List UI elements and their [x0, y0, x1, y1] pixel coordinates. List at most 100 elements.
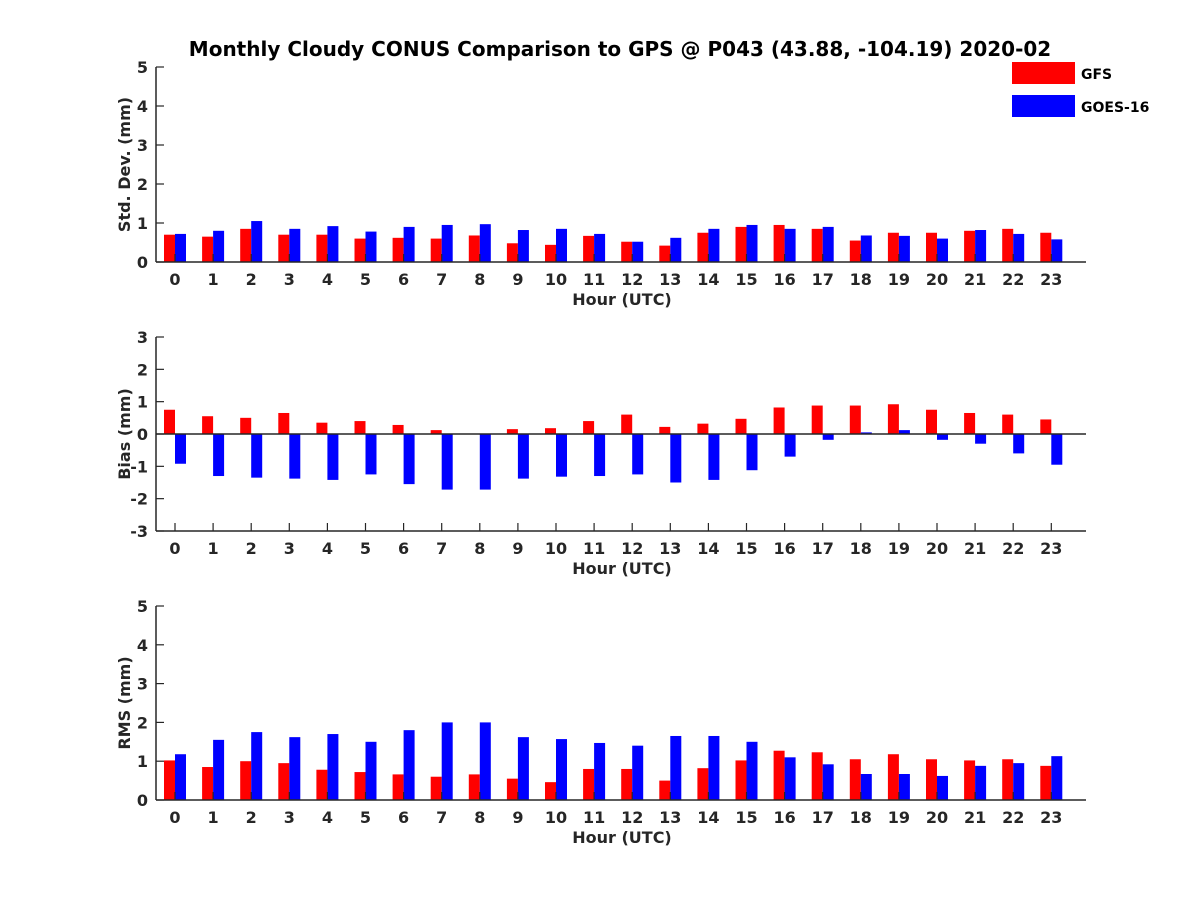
bar-gfs-4 [316, 769, 328, 800]
x-tick-label: 6 [398, 270, 409, 289]
bar-goes-16-22 [1013, 763, 1025, 800]
bar-gfs-7 [430, 238, 442, 262]
bar-goes-16-6 [403, 434, 415, 485]
bar-goes-16-3 [289, 434, 301, 479]
bar-gfs-18 [849, 240, 861, 262]
x-tick-label: 8 [474, 270, 485, 289]
bar-goes-16-9 [517, 434, 529, 479]
bar-gfs-18 [849, 759, 861, 800]
bar-gfs-15 [735, 418, 747, 434]
bar-gfs-7 [430, 430, 442, 434]
y-tick-label: 3 [137, 136, 148, 155]
y-tick-label: 3 [137, 675, 148, 694]
bar-goes-16-9 [517, 737, 529, 800]
x-tick-label: 17 [812, 270, 834, 289]
bar-goes-16-16 [784, 228, 796, 262]
bar-goes-16-10 [556, 739, 567, 800]
x-tick-label: 11 [583, 808, 605, 827]
bar-goes-16-10 [556, 434, 567, 477]
x-tick-label: 18 [850, 808, 872, 827]
bar-gfs-18 [849, 405, 861, 434]
x-tick-label: 20 [926, 808, 948, 827]
x-tick-label: 20 [926, 270, 948, 289]
x-tick-label: 1 [208, 270, 219, 289]
x-tick-label: 14 [697, 808, 719, 827]
x-tick-label: 15 [735, 808, 757, 827]
x-tick-label: 14 [697, 539, 719, 558]
bar-gfs-11 [583, 421, 595, 434]
x-tick-label: 4 [322, 270, 333, 289]
x-tick-label: 4 [322, 539, 333, 558]
bar-goes-16-17 [822, 764, 834, 800]
bar-gfs-0 [164, 760, 175, 800]
bar-goes-16-8 [479, 722, 491, 800]
bar-gfs-3 [278, 763, 290, 800]
y-axis-label: Bias (mm) [115, 388, 134, 480]
bar-gfs-23 [1040, 419, 1052, 434]
bar-gfs-22 [1002, 228, 1014, 262]
y-tick-label: 2 [137, 360, 148, 379]
bar-gfs-9 [506, 243, 518, 262]
bar-goes-16-4 [327, 734, 339, 800]
bar-gfs-9 [506, 429, 518, 434]
bar-gfs-23 [1040, 232, 1052, 262]
x-tick-label: 17 [812, 539, 834, 558]
legend-swatch-gfs [1012, 62, 1075, 84]
bar-goes-16-20 [937, 434, 948, 440]
bar-goes-16-18 [860, 235, 872, 262]
x-tick-label: 0 [169, 808, 180, 827]
bar-goes-16-12 [632, 434, 644, 475]
bar-gfs-1 [202, 767, 214, 800]
x-tick-label: 3 [284, 270, 295, 289]
x-tick-label: 11 [583, 539, 605, 558]
bar-goes-16-6 [403, 226, 415, 262]
bar-gfs-5 [354, 238, 366, 262]
bar-goes-16-23 [1051, 756, 1063, 800]
bar-gfs-23 [1040, 765, 1052, 800]
bar-gfs-17 [811, 752, 823, 800]
bar-goes-16-14 [708, 735, 720, 800]
bar-goes-16-1 [213, 739, 225, 800]
bar-gfs-1 [202, 416, 214, 434]
x-tick-label: 9 [512, 270, 523, 289]
x-tick-label: 16 [773, 270, 795, 289]
bar-goes-16-11 [594, 233, 606, 262]
chart-title: Monthly Cloudy CONUS Comparison to GPS @… [189, 37, 1051, 61]
bar-gfs-10 [545, 782, 556, 800]
bar-goes-16-11 [594, 434, 606, 477]
legend-label-gfs: GFS [1081, 67, 1112, 83]
bar-gfs-3 [278, 234, 290, 262]
bar-goes-16-8 [479, 434, 491, 490]
bar-goes-16-4 [327, 434, 339, 480]
bar-goes-16-21 [975, 434, 987, 444]
x-tick-label: 2 [246, 270, 257, 289]
bar-gfs-5 [354, 772, 366, 800]
y-tick-label: 5 [137, 58, 148, 77]
bar-gfs-10 [545, 244, 556, 262]
bar-goes-16-2 [251, 732, 263, 800]
series-goes-16 [175, 430, 1063, 490]
x-axis-label: Hour (UTC) [572, 290, 672, 309]
bar-gfs-2 [240, 228, 252, 262]
bar-goes-16-6 [403, 730, 415, 800]
bar-gfs-14 [697, 768, 709, 800]
y-tick-label: -3 [130, 522, 148, 541]
x-tick-label: 11 [583, 270, 605, 289]
bar-goes-16-18 [860, 774, 872, 800]
bar-goes-16-13 [670, 735, 682, 800]
x-tick-label: 12 [621, 539, 643, 558]
x-tick-label: 5 [360, 270, 371, 289]
bar-goes-16-12 [632, 745, 644, 800]
x-tick-label: 22 [1002, 808, 1024, 827]
y-tick-label: 0 [137, 425, 148, 444]
series-gfs [164, 750, 1052, 800]
bar-gfs-19 [887, 404, 899, 434]
bar-goes-16-14 [708, 228, 720, 262]
x-tick-label: 9 [512, 808, 523, 827]
bar-gfs-10 [545, 428, 556, 434]
x-tick-label: 10 [545, 808, 567, 827]
